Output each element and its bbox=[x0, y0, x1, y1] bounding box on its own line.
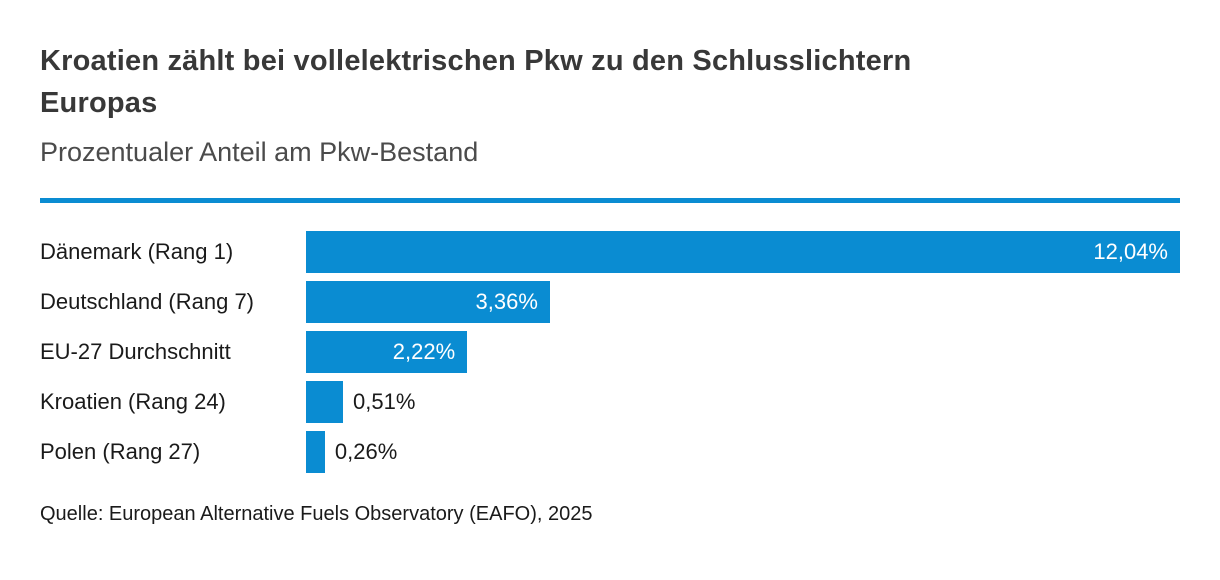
header: Kroatien zählt bei vollelektrischen Pkw … bbox=[40, 40, 1180, 170]
bar-track: 0,26% bbox=[306, 431, 1180, 473]
bar-chart: Dänemark (Rang 1) 12,04% Deutschland (Rang… bbox=[40, 231, 1180, 473]
accent-divider bbox=[40, 198, 1180, 203]
bar-row: Deutschland (Rang 7) 3,36% bbox=[40, 281, 1180, 323]
bar bbox=[306, 431, 325, 473]
value-label: 0,26% bbox=[334, 439, 398, 464]
bar-row: Dänemark (Rang 1) 12,04% bbox=[40, 231, 1180, 273]
chart-title-line1: Kroatien zählt bei vollelektrischen Pkw … bbox=[40, 45, 912, 77]
bar-row: EU-27 Durchschnitt 2,22% bbox=[40, 331, 1180, 373]
bar: 2,22% bbox=[306, 331, 468, 373]
bar bbox=[306, 381, 343, 423]
chart-title: Kroatien zählt bei vollelektrischen Pkw … bbox=[40, 40, 1180, 124]
bar-track: 0,51% bbox=[306, 381, 1180, 423]
bar: 12,04% bbox=[306, 231, 1180, 273]
source-note: Quelle: European Alternative Fuels Obser… bbox=[40, 503, 593, 525]
bar-row: Polen (Rang 27) 0,26% bbox=[40, 431, 1180, 473]
chart-subtitle: Prozentualer Anteil am Pkw-Bestand bbox=[40, 137, 479, 167]
value-label: 0,51% bbox=[353, 389, 416, 414]
value-label: 12,04% bbox=[1093, 239, 1168, 264]
category-label: Deutschland (Rang 7) bbox=[40, 289, 255, 314]
category-label: Kroatien (Rang 24) bbox=[40, 389, 226, 414]
category-label: EU-27 Durchschnitt bbox=[40, 339, 231, 364]
value-label: 2,22% bbox=[392, 339, 456, 364]
bar-row: Kroatien (Rang 24) 0,51% bbox=[40, 381, 1180, 423]
bar-track: 12,04% bbox=[306, 231, 1180, 273]
value-label: 3,36% bbox=[475, 289, 538, 314]
category-label: Dänemark (Rang 1) bbox=[40, 239, 234, 264]
bar: 3,36% bbox=[306, 281, 550, 323]
chart-title-line2: Europas bbox=[40, 87, 158, 119]
bar-track: 3,36% bbox=[306, 281, 1180, 323]
category-label: Polen (Rang 27) bbox=[40, 439, 201, 464]
bar-track: 2,22% bbox=[306, 331, 1180, 373]
